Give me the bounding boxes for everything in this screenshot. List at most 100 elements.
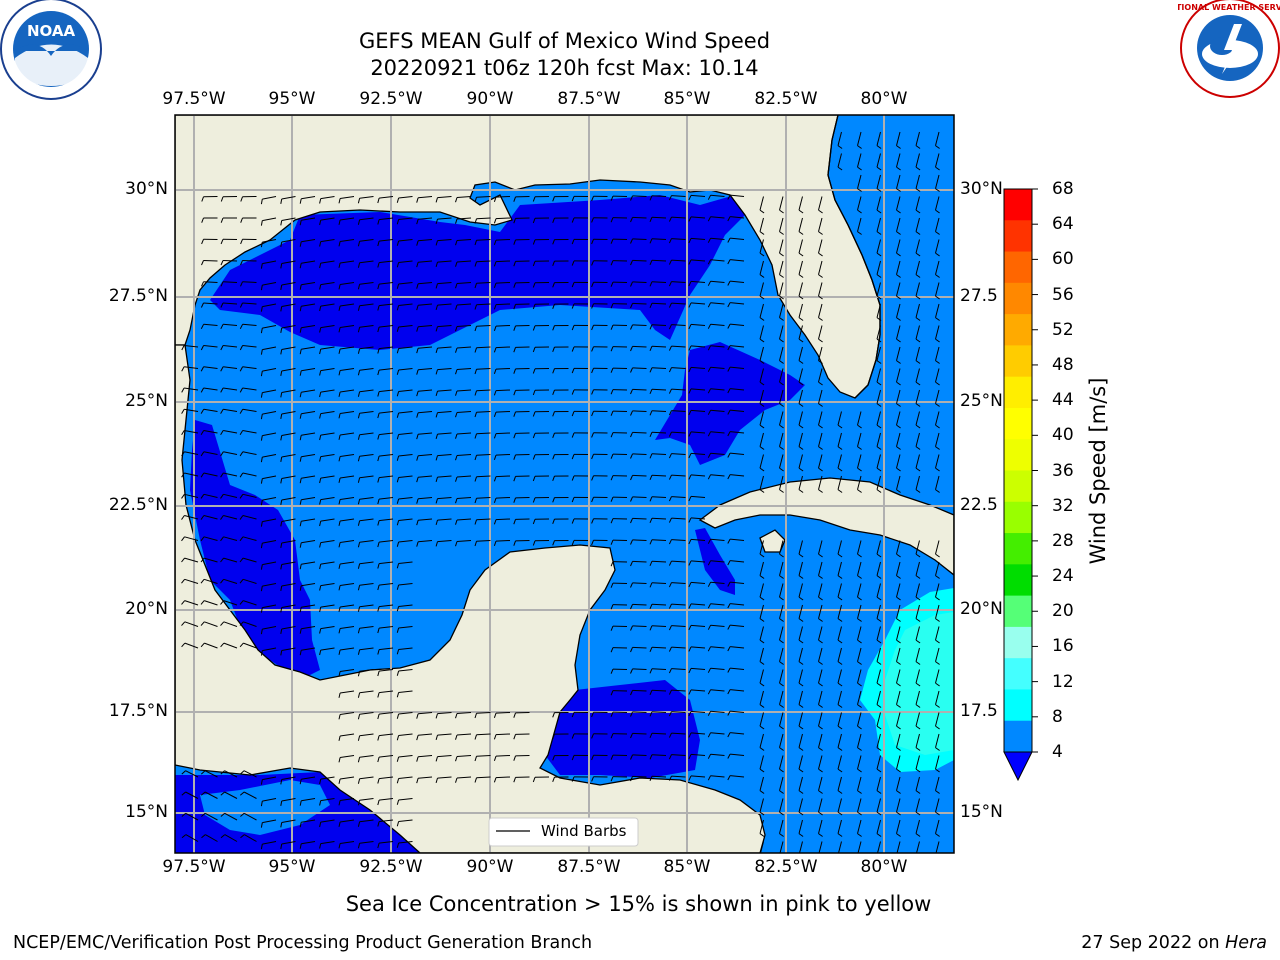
wind-barb-flag xyxy=(727,302,731,308)
wind-barb-flag xyxy=(876,725,882,730)
colorbar-tick-label: 40 xyxy=(1052,425,1074,446)
wind-barb-flag xyxy=(260,392,263,398)
wind-barb-flag xyxy=(319,585,322,591)
wind-barb xyxy=(262,497,277,501)
wind-barb-flag xyxy=(220,345,224,351)
wind-barb xyxy=(379,497,394,500)
wind-barb xyxy=(398,196,413,199)
wind-barb xyxy=(779,561,784,576)
wind-barb xyxy=(203,408,218,412)
wind-barb xyxy=(798,669,803,684)
wind-barb-flag xyxy=(200,324,205,330)
wind-barb-flag xyxy=(759,575,765,579)
wind-barb-flag xyxy=(220,196,224,202)
wind-barb-flag xyxy=(513,454,516,460)
wind-barb xyxy=(243,600,257,606)
wind-barb xyxy=(203,345,218,348)
wind-barb xyxy=(379,540,394,543)
wind-barb xyxy=(359,690,374,694)
top-tick-label: 97.5°W xyxy=(162,89,226,109)
wind-barb-flag xyxy=(377,326,380,333)
wind-barb xyxy=(476,755,491,757)
wind-barb-flag xyxy=(396,348,400,354)
wind-barb xyxy=(495,325,511,327)
wind-barb xyxy=(379,733,394,737)
wind-barb xyxy=(262,819,277,824)
wind-barb-flag xyxy=(377,692,380,698)
wind-barb-flag xyxy=(727,409,731,415)
wind-barb xyxy=(915,346,920,361)
wind-barb xyxy=(495,411,511,413)
wind-barb-flag xyxy=(532,347,536,353)
wind-barb xyxy=(476,325,491,327)
wind-barb xyxy=(262,325,277,329)
wind-barb xyxy=(340,841,355,844)
wind-barb xyxy=(651,388,667,391)
wind-barb-flag xyxy=(915,704,921,708)
wind-barb-flag xyxy=(493,218,497,224)
wind-barb xyxy=(759,626,764,641)
wind-barb-flag xyxy=(630,625,633,631)
top-tick-label: 80°W xyxy=(860,89,908,109)
wind-barb-flag xyxy=(513,734,516,740)
wind-barb-flag xyxy=(319,628,322,634)
wind-barb-flag xyxy=(200,791,206,796)
wind-barb-flag xyxy=(455,240,458,246)
wind-barb xyxy=(896,389,901,404)
wind-barb xyxy=(418,518,433,521)
wind-barb xyxy=(779,217,784,232)
wind-barb-flag xyxy=(727,366,731,372)
wind-barb-flag xyxy=(513,519,516,525)
wind-barb xyxy=(759,196,764,211)
wind-barb xyxy=(379,282,394,285)
colorbar-segment xyxy=(1004,376,1032,409)
wind-barb-flag xyxy=(707,474,712,480)
wind-barb xyxy=(896,647,901,662)
nws-logo: NATIONAL WEATHER SERVICE xyxy=(1178,0,1280,98)
wind-barb xyxy=(320,518,335,522)
wind-barb-flag xyxy=(299,499,302,505)
wind-barb-flag xyxy=(571,712,575,718)
wind-barb xyxy=(243,791,257,799)
wind-barb-flag xyxy=(455,304,458,310)
wind-barb-flag xyxy=(935,747,940,751)
wind-barb-flag xyxy=(377,842,380,849)
wind-barb xyxy=(935,475,940,490)
wind-barb xyxy=(651,324,667,326)
wind-barb-flag xyxy=(610,346,614,352)
wind-barb xyxy=(262,282,277,286)
wind-barb xyxy=(730,237,745,240)
wind-barb xyxy=(281,346,296,350)
wind-barb xyxy=(184,600,199,606)
wind-barb-flag xyxy=(759,489,765,493)
wind-barb-flag xyxy=(552,454,555,460)
wind-barb-flag xyxy=(435,218,438,225)
wind-barb xyxy=(710,667,725,670)
wind-barb xyxy=(730,280,745,283)
wind-barb-flag xyxy=(435,283,438,289)
wind-barb-flag xyxy=(260,500,263,506)
wind-barb xyxy=(837,798,842,813)
wind-barb-flag xyxy=(649,518,653,523)
wind-barb xyxy=(896,260,901,275)
wind-barb-flag xyxy=(299,800,302,806)
wind-barb-flag xyxy=(935,252,940,257)
wind-barb-flag xyxy=(759,338,765,343)
wind-barb xyxy=(896,325,901,340)
wind-barb-flag xyxy=(338,757,341,763)
wind-barb-flag xyxy=(837,424,843,429)
wind-barb xyxy=(320,454,335,458)
wind-barb-flag xyxy=(319,520,322,527)
wind-barb xyxy=(818,475,823,490)
wind-barb xyxy=(915,712,920,727)
wind-barb-flag xyxy=(857,639,862,644)
wind-barb-flag xyxy=(260,586,263,592)
wind-barb-flag xyxy=(630,647,633,653)
wind-barb xyxy=(418,475,433,478)
wind-barb xyxy=(495,497,511,499)
wind-barb-flag xyxy=(181,430,185,436)
wind-barb-flag xyxy=(260,371,263,377)
wind-barb xyxy=(379,626,394,629)
wind-barb xyxy=(340,647,355,651)
wind-barb-flag xyxy=(688,517,692,523)
